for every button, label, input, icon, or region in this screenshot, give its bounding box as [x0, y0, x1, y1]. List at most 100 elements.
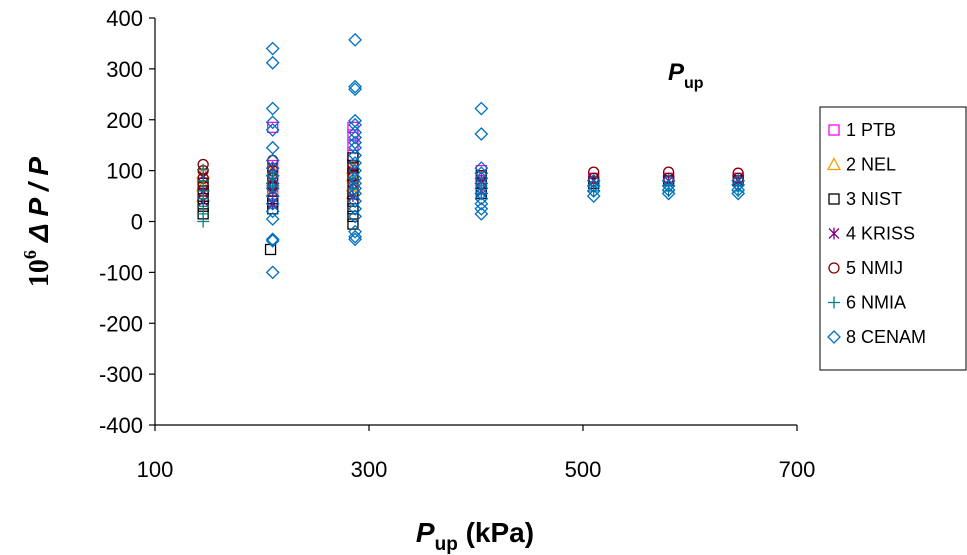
- annotation-symbol: P: [668, 59, 685, 86]
- plot-annotation: Pup: [668, 59, 704, 92]
- data-point: [348, 113, 363, 128]
- data-point: [474, 181, 489, 196]
- y-axis-exponent: 6: [20, 250, 40, 259]
- data-point: [586, 189, 601, 203]
- legend-label: 4 KRISS: [846, 224, 915, 244]
- legend-marker: [828, 262, 840, 274]
- data-point: [731, 177, 746, 192]
- data-point: [474, 127, 489, 141]
- legend-label: 2 NEL: [846, 155, 896, 175]
- data-point: [474, 206, 489, 221]
- data-point: [348, 79, 363, 94]
- data-point: [474, 101, 489, 116]
- legend-marker: [827, 330, 841, 344]
- data-point: [348, 156, 363, 170]
- x-axis-subscript: up: [435, 534, 458, 555]
- data-point: [348, 232, 363, 247]
- legend-entry: 2 NEL: [826, 155, 896, 175]
- data-point: [348, 117, 363, 132]
- data-point: [661, 186, 676, 201]
- x-tick-label: 500: [565, 457, 602, 482]
- data-point: [348, 229, 363, 244]
- data-point: [265, 204, 280, 219]
- data-point: [265, 161, 280, 176]
- data-point: [348, 171, 363, 186]
- series-5: [197, 154, 744, 192]
- data-marks: [196, 32, 746, 280]
- legend-entry: 3 NIST: [828, 189, 902, 209]
- data-point: [348, 140, 363, 155]
- data-point: [265, 115, 280, 130]
- legend-marker: [828, 296, 840, 309]
- data-point: [731, 183, 746, 197]
- legend-marker: [828, 227, 840, 240]
- data-point: [265, 189, 280, 203]
- data-point: [266, 169, 279, 182]
- data-point: [474, 171, 489, 186]
- legend-entry: 5 NMIJ: [828, 258, 903, 278]
- data-point: [267, 121, 279, 134]
- data-point: [265, 41, 280, 56]
- data-point: [265, 123, 280, 137]
- data-point: [586, 173, 601, 188]
- data-point: [348, 186, 363, 201]
- tick-labels: 400 300 200 100 0 -100 -200 -300 -400 100 300 500 70…: [99, 6, 815, 482]
- data-point: [661, 183, 676, 197]
- legend: 1 PTB 2 NEL 3 NIST 4 KRISS 5 NMIJ 6 NMIA 8 CEN…: [826, 120, 926, 347]
- data-point: [265, 212, 280, 226]
- data-point: [348, 176, 363, 191]
- data-point: [662, 166, 675, 178]
- legend-entry: 1 PTB: [828, 120, 896, 140]
- legend-marker: [826, 157, 842, 171]
- data-point: [731, 186, 746, 201]
- legend-entry: 8 CENAM: [827, 327, 926, 347]
- data-point: [348, 82, 363, 97]
- x-axis-unit: (kPa): [458, 517, 534, 548]
- legend-label: 3 NIST: [846, 189, 902, 209]
- data-point: [265, 181, 280, 196]
- x-axis-label: Pup (kPa): [416, 517, 534, 555]
- y-axis-symbol: Δ P / P: [23, 157, 54, 244]
- data-point: [586, 178, 601, 193]
- plot-axes: [149, 17, 798, 431]
- legend-label: 6 NMIA: [846, 293, 906, 313]
- legend-label: 5 NMIJ: [846, 258, 903, 278]
- annotation-subscript: up: [684, 75, 704, 92]
- data-point: [348, 209, 363, 224]
- data-point: [474, 186, 489, 201]
- data-point: [347, 203, 359, 215]
- series-4: [197, 162, 744, 210]
- data-point: [348, 194, 363, 209]
- y-tick-label: 400: [106, 6, 143, 31]
- data-point: [265, 233, 280, 248]
- data-point: [265, 55, 280, 70]
- data-point: [197, 174, 210, 187]
- y-axis-label: 106 Δ P / P: [20, 157, 55, 288]
- data-point: [586, 184, 601, 198]
- data-point: [474, 191, 489, 206]
- data-point: [474, 176, 489, 191]
- x-tick-label: 100: [137, 457, 174, 482]
- data-point: [265, 101, 280, 116]
- x-tick-label: 700: [779, 457, 816, 482]
- legend-label: 1 PTB: [846, 120, 896, 140]
- legend-marker: [828, 193, 840, 205]
- x-tick-label: 300: [351, 457, 388, 482]
- legend-entry: 6 NMIA: [828, 293, 906, 313]
- y-axis-factor: 10: [24, 259, 55, 287]
- data-point: [588, 166, 600, 178]
- y-tick-label: -400: [99, 413, 143, 438]
- data-point: [474, 201, 489, 216]
- data-point: [197, 215, 210, 228]
- data-point: [348, 224, 363, 239]
- y-tick-label: -200: [99, 311, 143, 336]
- legend-label: 8 CENAM: [846, 327, 926, 347]
- data-point: [474, 196, 489, 211]
- data-point: [348, 32, 363, 47]
- data-point: [347, 210, 359, 223]
- y-tick-label: 100: [106, 159, 143, 184]
- y-tick-label: 300: [106, 57, 143, 82]
- data-point: [347, 218, 359, 230]
- series-3: [197, 152, 744, 256]
- series-7: [265, 32, 746, 280]
